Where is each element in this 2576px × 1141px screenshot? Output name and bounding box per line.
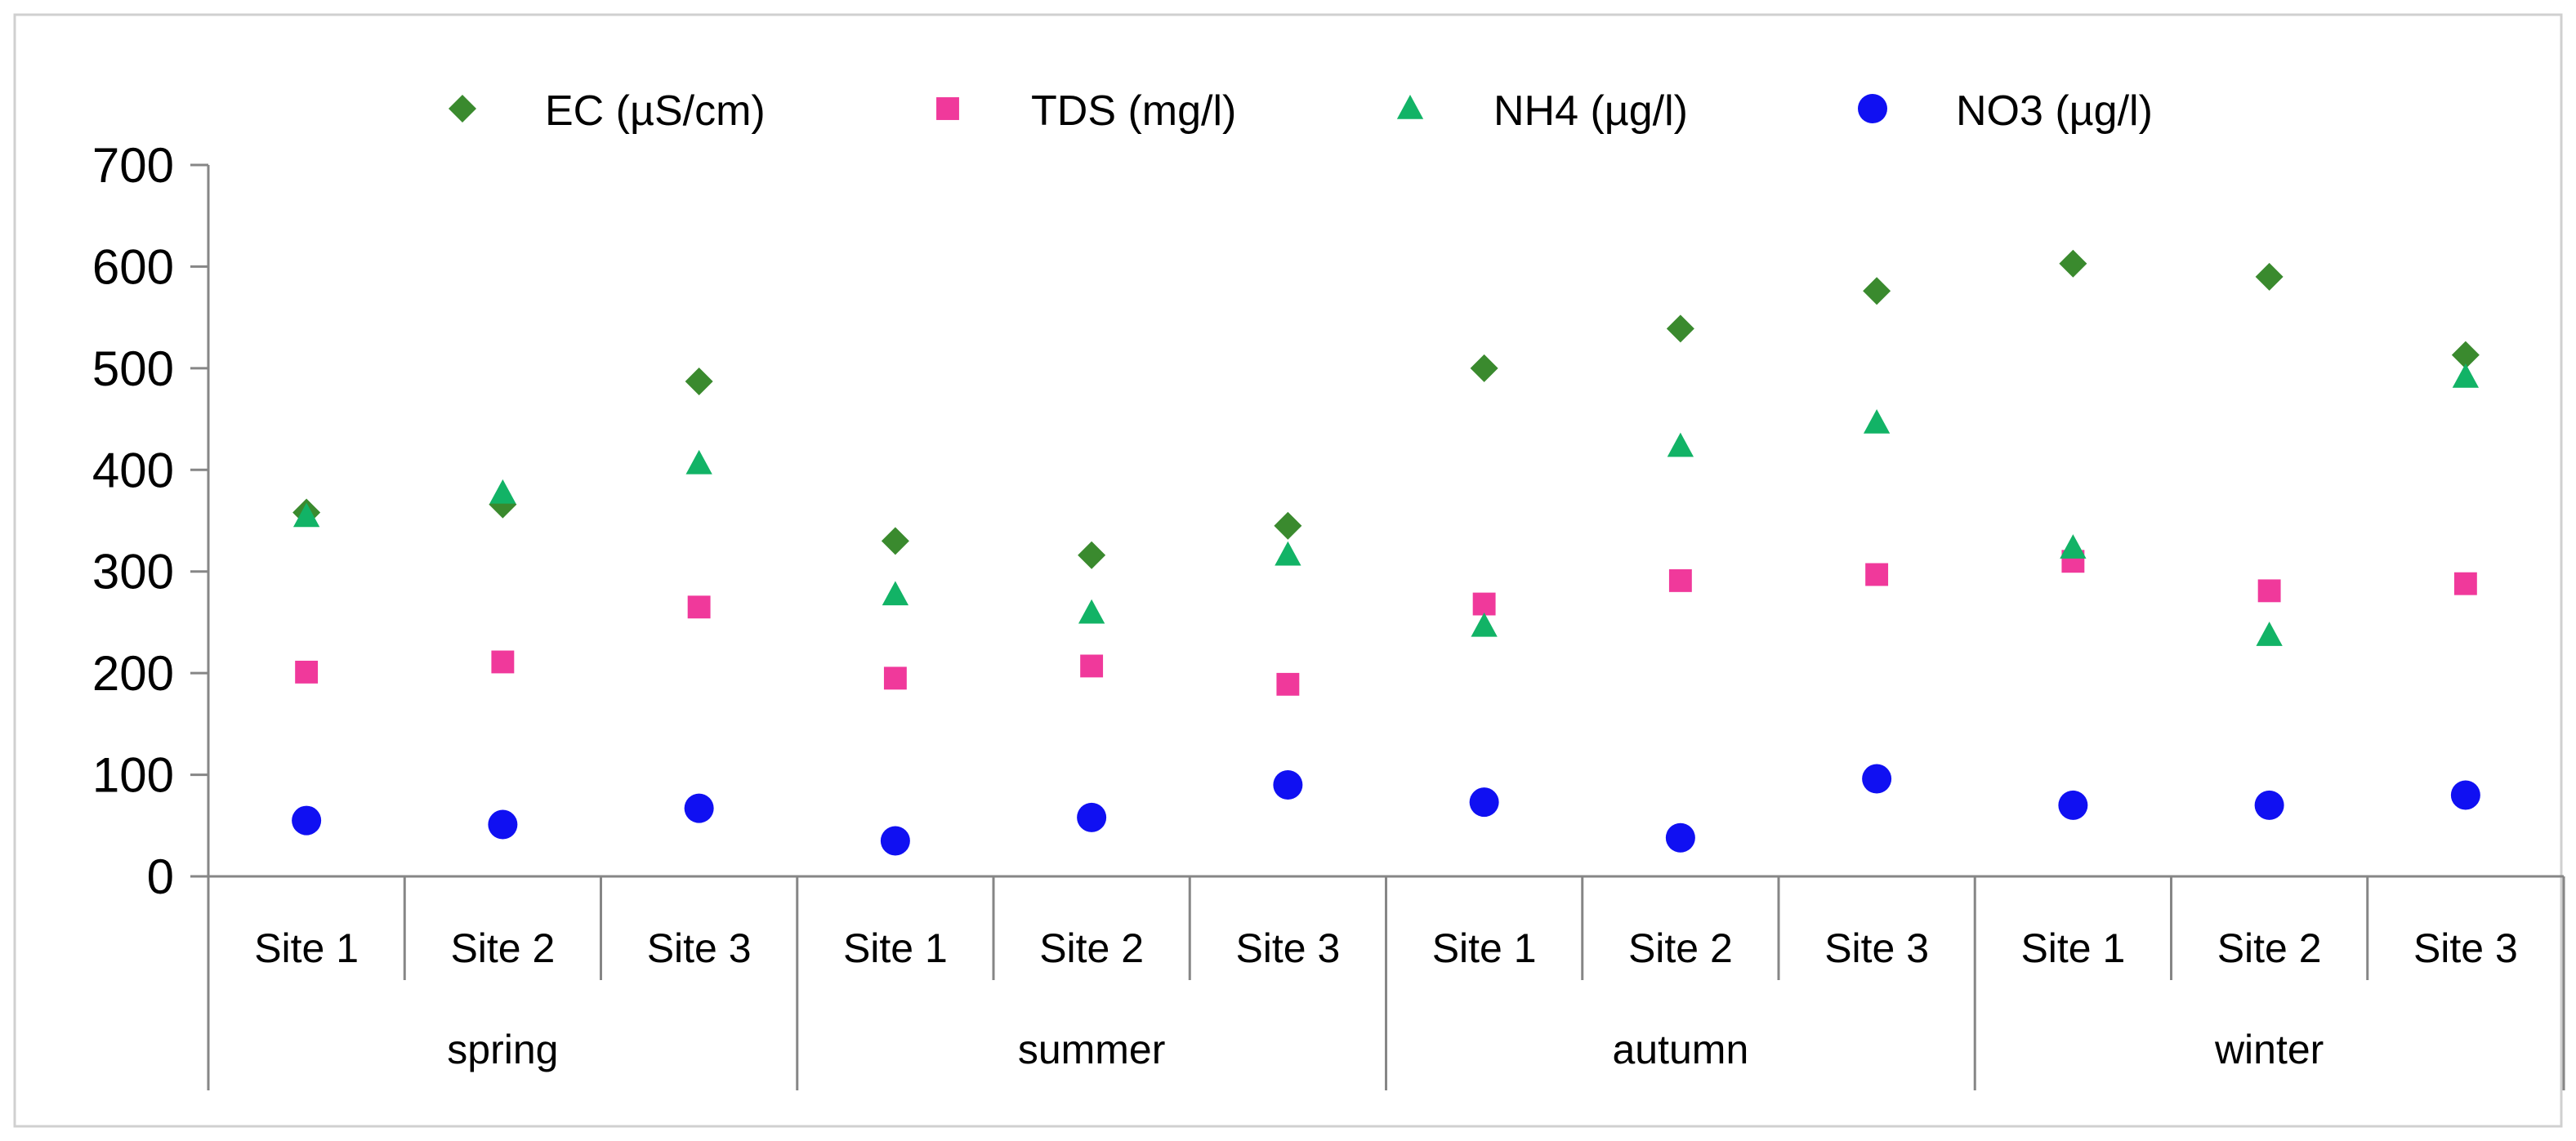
- legend-marker-tds-mg-l: [936, 97, 959, 120]
- x-group-label-winter: winter: [2214, 1027, 2324, 1072]
- y-tick-label: 200: [92, 646, 174, 701]
- point-ec-s-cm-winter-site-2: [2255, 262, 2284, 291]
- x-tick-label-site: Site 2: [450, 925, 555, 971]
- point-nh4-g-l-autumn-site-1: [1471, 612, 1498, 637]
- legend-item-tds-mg-l: TDS (mg/l): [936, 87, 1236, 135]
- legend-marker-nh4-g-l: [1396, 95, 1424, 119]
- point-no3-g-l-winter-site-3: [2450, 780, 2480, 810]
- x-tick-label-site: Site 1: [843, 925, 948, 971]
- x-tick-label-site: Site 3: [1235, 925, 1340, 971]
- x-group-label-summer: summer: [1018, 1027, 1166, 1072]
- point-tds-mg-l-autumn-site-2: [1668, 568, 1692, 592]
- x-tick-label-site: Site 2: [2217, 925, 2322, 971]
- chart-border: [13, 13, 2563, 1128]
- point-ec-s-cm-summer-site-3: [1274, 511, 1302, 540]
- point-no3-g-l-spring-site-1: [292, 805, 322, 836]
- point-no3-g-l-spring-site-2: [488, 809, 518, 840]
- point-nh4-g-l-spring-site-2: [489, 479, 516, 504]
- y-tick-label: 0: [147, 849, 174, 904]
- point-tds-mg-l-autumn-site-3: [1865, 563, 1889, 586]
- point-ec-s-cm-summer-site-2: [1078, 541, 1106, 569]
- point-tds-mg-l-winter-site-3: [2453, 572, 2477, 595]
- y-tick-label: 700: [92, 138, 174, 193]
- point-tds-mg-l-autumn-site-1: [1472, 592, 1496, 616]
- point-nh4-g-l-summer-site-1: [882, 581, 909, 606]
- series-tds-mg-l: [295, 550, 2477, 696]
- point-no3-g-l-autumn-site-2: [1665, 822, 1695, 853]
- x-tick-label-site: Site 2: [1628, 925, 1733, 971]
- point-tds-mg-l-summer-site-2: [1080, 654, 1104, 678]
- legend-marker-no3-g-l: [1858, 94, 1887, 123]
- point-nh4-g-l-winter-site-3: [2452, 363, 2480, 388]
- point-tds-mg-l-winter-site-2: [2257, 579, 2281, 603]
- point-tds-mg-l-summer-site-1: [883, 666, 907, 690]
- x-group-label-autumn: autumn: [1612, 1027, 1748, 1072]
- y-tick-label: 400: [92, 443, 174, 497]
- axes: 0 100 200 300 400 500 600 700 Site 1 Site 2 Site 3…: [92, 138, 2565, 1090]
- point-no3-g-l-summer-site-1: [880, 826, 910, 856]
- point-nh4-g-l-winter-site-2: [2256, 622, 2283, 646]
- point-tds-mg-l-spring-site-1: [295, 660, 319, 684]
- legend-label-nh4-g-l: NH4 (µg/l): [1493, 87, 1688, 135]
- x-tick-label-site: Site 3: [2413, 925, 2518, 971]
- point-ec-s-cm-autumn-site-1: [1470, 354, 1498, 382]
- point-no3-g-l-autumn-site-3: [1862, 764, 1892, 794]
- point-nh4-g-l-summer-site-3: [1275, 541, 1301, 566]
- series-nh4-g-l: [292, 363, 2480, 646]
- point-nh4-g-l-summer-site-2: [1078, 599, 1105, 624]
- legend-item-no3-g-l: NO3 (µg/l): [1858, 87, 2153, 135]
- point-tds-mg-l-summer-site-3: [1276, 672, 1300, 696]
- point-no3-g-l-winter-site-1: [2058, 790, 2088, 820]
- data-points: [292, 249, 2480, 856]
- y-tick-label: 100: [92, 748, 174, 803]
- point-ec-s-cm-winter-site-1: [2059, 249, 2087, 278]
- x-tick-label-site: Site 1: [2020, 925, 2125, 971]
- x-tick-label-site: Site 3: [1824, 925, 1929, 971]
- point-no3-g-l-autumn-site-1: [1469, 787, 1499, 818]
- point-nh4-g-l-winter-site-1: [2060, 534, 2087, 559]
- x-tick-label-site: Site 3: [647, 925, 752, 971]
- point-tds-mg-l-spring-site-3: [687, 595, 711, 619]
- point-nh4-g-l-spring-site-3: [685, 449, 712, 475]
- legend-label-no3-g-l: NO3 (µg/l): [1956, 87, 2153, 135]
- point-tds-mg-l-spring-site-2: [491, 650, 515, 674]
- point-ec-s-cm-winter-site-3: [2451, 341, 2480, 369]
- legend-marker-ec-s-cm: [449, 95, 476, 123]
- series-ec-s-cm: [292, 249, 2480, 569]
- point-ec-s-cm-autumn-site-3: [1863, 277, 1891, 305]
- series-no3-g-l: [292, 764, 2480, 856]
- point-ec-s-cm-autumn-site-2: [1666, 314, 1694, 343]
- point-nh4-g-l-autumn-site-2: [1667, 432, 1694, 457]
- point-nh4-g-l-autumn-site-3: [1863, 409, 1891, 434]
- x-tick-label-site: Site 2: [1039, 925, 1144, 971]
- point-no3-g-l-spring-site-3: [684, 793, 714, 823]
- point-no3-g-l-summer-site-3: [1273, 770, 1303, 800]
- x-tick-label-site: Site 1: [254, 925, 359, 971]
- x-group-label-spring: spring: [447, 1027, 558, 1072]
- point-ec-s-cm-spring-site-3: [685, 368, 713, 396]
- point-nh4-g-l-spring-site-1: [292, 502, 320, 528]
- point-no3-g-l-winter-site-2: [2254, 790, 2284, 820]
- y-tick-label: 300: [92, 545, 174, 599]
- legend-item-ec-s-cm: EC (µS/cm): [449, 87, 766, 135]
- y-tick-label: 500: [92, 341, 174, 396]
- legend-label-ec-s-cm: EC (µS/cm): [545, 87, 766, 135]
- legend-item-nh4-g-l: NH4 (µg/l): [1396, 87, 1688, 135]
- y-tick-label: 600: [92, 239, 174, 294]
- legend-label-tds-mg-l: TDS (mg/l): [1031, 87, 1236, 135]
- x-tick-label-site: Site 1: [1432, 925, 1537, 971]
- point-ec-s-cm-summer-site-1: [881, 527, 909, 555]
- legend: EC (µS/cm) TDS (mg/l) NH4 (µg/l) NO3 (µg/l): [449, 87, 2153, 135]
- point-no3-g-l-summer-site-2: [1077, 802, 1107, 832]
